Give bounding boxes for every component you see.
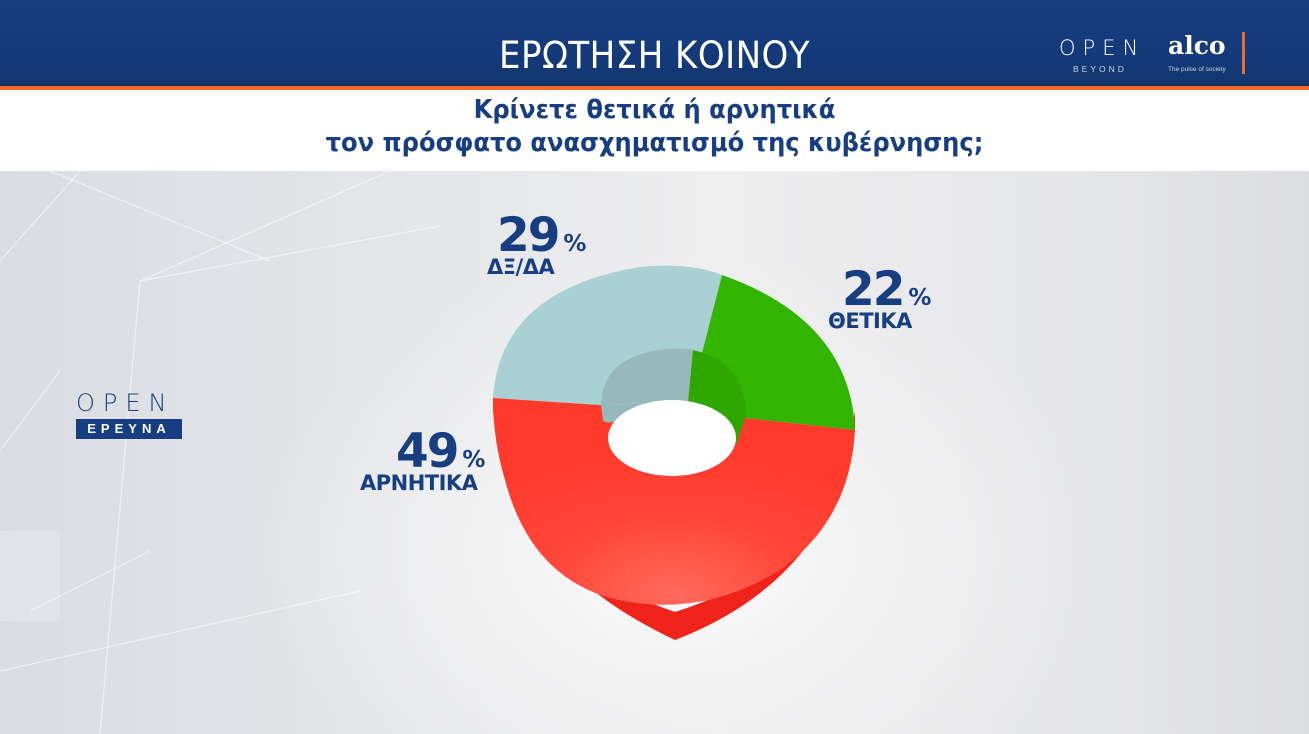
alco-logo-tagline: The pulse of society [1168,66,1226,73]
open-erevna-logo: OPEN [76,389,175,417]
label-positive: 22% ΘΕΤΙΚΑ [828,262,932,333]
negative-segment [493,398,855,605]
background-decoration [0,171,441,734]
label-dkna-name: ΔΞ/ΔΑ [487,255,555,279]
label-negative-name: ΑΡΝΗΤΙΚΑ [360,471,478,495]
label-negative-unit: % [462,447,486,473]
label-negative: 49% ΑΡΝΗΤΙΚΑ [360,424,486,495]
question-band: Κρίνετε θετικά ή αρνητικά τον πρόσφατο α… [0,90,1309,171]
label-negative-value: 49 [396,424,459,479]
question-line-1: Κρίνετε θετικά ή αρνητικά [473,95,836,125]
open-beyond-logo: OPEN [1059,36,1146,60]
label-dkna-value: 29 [497,208,560,263]
label-dkna: 29% ΔΞ/ΔΑ [487,208,587,279]
logo-divider [1242,32,1245,74]
open-beyond-logo-subtitle: BEYOND [1073,64,1127,74]
question-line-2: τον πρόσφατο ανασχηματισμό της κυβέρνηση… [325,128,984,158]
question-text: Κρίνετε θετικά ή αρνητικά τον πρόσφατο α… [46,94,1263,160]
label-positive-value: 22 [842,262,905,317]
hole-inner-wall-grey [601,348,693,405]
header-divider-orange [0,86,1309,90]
label-positive-name: ΘΕΤΙΚΑ [828,309,912,333]
header-bar: ΕΡΩΤΗΣΗ ΚΟΙΝΟΥ OPEN BEYOND alco The puls… [0,0,1309,84]
page-title: ΕΡΩΤΗΣΗ ΚΟΙΝΟΥ [498,34,811,77]
alco-logo: alco [1168,31,1226,60]
open-erevna-badge: ΕΡΕΥΝΑ [76,419,182,439]
donut-hole [608,400,736,476]
header-divider-dark [0,84,1309,86]
hole-inner-wall-green [688,350,746,445]
label-dkna-unit: % [563,231,587,257]
label-positive-unit: % [908,285,932,311]
